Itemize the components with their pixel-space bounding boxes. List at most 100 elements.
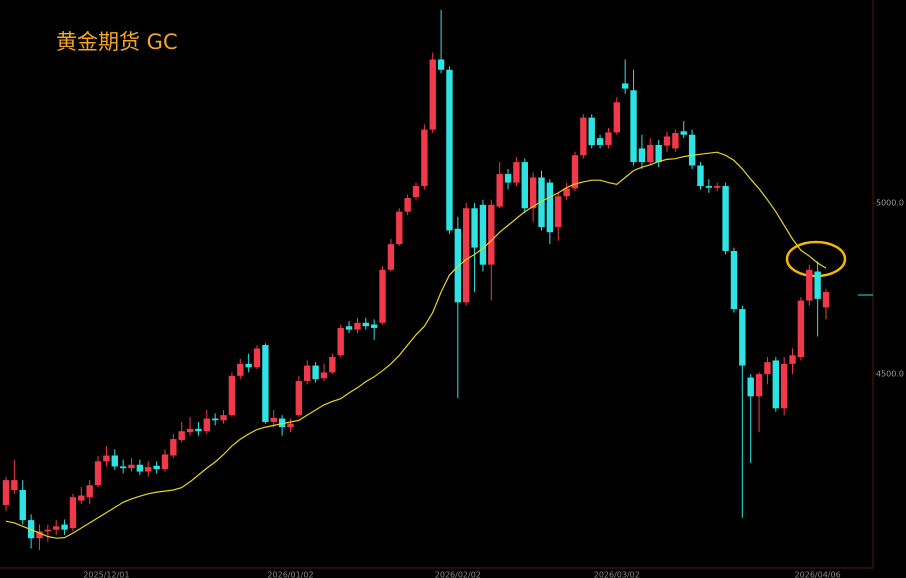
candle-body bbox=[571, 155, 579, 189]
candle-body bbox=[814, 271, 821, 299]
candle-body bbox=[479, 204, 487, 265]
candle-body bbox=[304, 365, 311, 381]
candle-body bbox=[429, 59, 436, 130]
candle-body bbox=[605, 132, 612, 145]
candle-body bbox=[521, 162, 528, 209]
candle-body bbox=[672, 133, 679, 149]
candle-body bbox=[86, 485, 93, 498]
candle-body bbox=[722, 186, 729, 252]
candle-body bbox=[320, 372, 328, 379]
candle-body bbox=[245, 363, 252, 368]
candle-body bbox=[19, 490, 26, 521]
candle-body bbox=[203, 418, 211, 432]
candle-body bbox=[488, 204, 495, 265]
candle-body bbox=[69, 497, 77, 528]
candle-body bbox=[529, 177, 537, 209]
x-tick-label: 2026/02/02 bbox=[435, 571, 481, 578]
candle-body bbox=[345, 326, 353, 330]
candle-body bbox=[145, 467, 152, 472]
candle-body bbox=[412, 186, 420, 197]
candle-body bbox=[421, 129, 428, 187]
candle-body bbox=[630, 90, 637, 163]
candle-body bbox=[128, 464, 135, 469]
candle-body bbox=[53, 526, 60, 530]
candle-body bbox=[36, 531, 43, 539]
candle-body bbox=[262, 345, 269, 422]
candle-body bbox=[496, 174, 503, 207]
candle-body bbox=[312, 365, 319, 380]
candle-body bbox=[396, 211, 403, 245]
candle-body bbox=[797, 300, 805, 358]
x-tick-label: 2026/03/02 bbox=[594, 571, 640, 578]
candle-body bbox=[454, 228, 462, 303]
candle-body bbox=[161, 454, 169, 470]
candle-body bbox=[621, 83, 629, 89]
candle-body bbox=[822, 292, 830, 308]
candle-body bbox=[663, 136, 671, 146]
candle-body bbox=[2, 480, 10, 506]
candle-body bbox=[78, 495, 85, 501]
candle-body bbox=[170, 439, 177, 456]
candle-body bbox=[153, 465, 160, 470]
candle-body bbox=[730, 251, 738, 310]
candle-body bbox=[680, 131, 687, 135]
candle-body bbox=[504, 174, 512, 183]
candle-body bbox=[253, 348, 261, 368]
candle-body bbox=[103, 455, 110, 462]
candle-body bbox=[94, 461, 102, 486]
candle-body bbox=[329, 357, 336, 373]
candle-body bbox=[370, 324, 378, 328]
candle-body bbox=[178, 431, 185, 441]
candle-body bbox=[513, 162, 520, 183]
candle-body bbox=[287, 423, 294, 428]
moving-average-line bbox=[5, 151, 827, 539]
candle-body bbox=[195, 428, 202, 432]
candle-body bbox=[780, 363, 788, 409]
candle-body bbox=[596, 138, 604, 145]
candle-body bbox=[220, 415, 227, 421]
candle-body bbox=[638, 148, 646, 163]
candle-body bbox=[613, 102, 621, 133]
candle-body bbox=[111, 455, 118, 467]
candle-body bbox=[714, 186, 721, 188]
candle-body bbox=[806, 269, 813, 301]
candle-body bbox=[11, 480, 18, 491]
candle-body bbox=[647, 144, 654, 163]
candle-body bbox=[61, 524, 68, 530]
candle-body bbox=[404, 197, 411, 212]
candle-body bbox=[211, 418, 219, 421]
candle-body bbox=[379, 269, 386, 323]
candle-body bbox=[697, 165, 704, 187]
candle-body bbox=[119, 466, 127, 469]
candle-body bbox=[295, 380, 303, 416]
candle-body bbox=[546, 182, 554, 233]
y-tick-label: 5000.0 bbox=[876, 199, 904, 208]
x-tick-label: 2026/04/06 bbox=[795, 571, 841, 578]
candle-body bbox=[437, 59, 445, 70]
candle-body bbox=[764, 362, 771, 375]
candle-body bbox=[446, 69, 453, 231]
candle-body bbox=[555, 196, 562, 228]
candle-body bbox=[755, 374, 763, 397]
chart-title: 黄金期货 GC bbox=[56, 30, 178, 54]
candle-body bbox=[588, 117, 595, 145]
candle-body bbox=[580, 117, 587, 156]
candle-body bbox=[354, 322, 361, 330]
candle-body bbox=[237, 363, 244, 376]
candle-body bbox=[278, 418, 286, 428]
candle-body bbox=[136, 464, 144, 472]
candle-body bbox=[747, 377, 754, 397]
candle-body bbox=[789, 355, 796, 364]
candle-body bbox=[362, 322, 369, 327]
x-tick-label: 2026/01/02 bbox=[267, 571, 313, 578]
x-tick-label: 2025/12/01 bbox=[83, 571, 129, 578]
candle-body bbox=[270, 417, 277, 422]
candle-body bbox=[387, 244, 395, 270]
candle-body bbox=[705, 186, 713, 188]
candle-body bbox=[228, 375, 236, 416]
candle-body bbox=[772, 360, 779, 409]
candle-body bbox=[471, 208, 478, 248]
